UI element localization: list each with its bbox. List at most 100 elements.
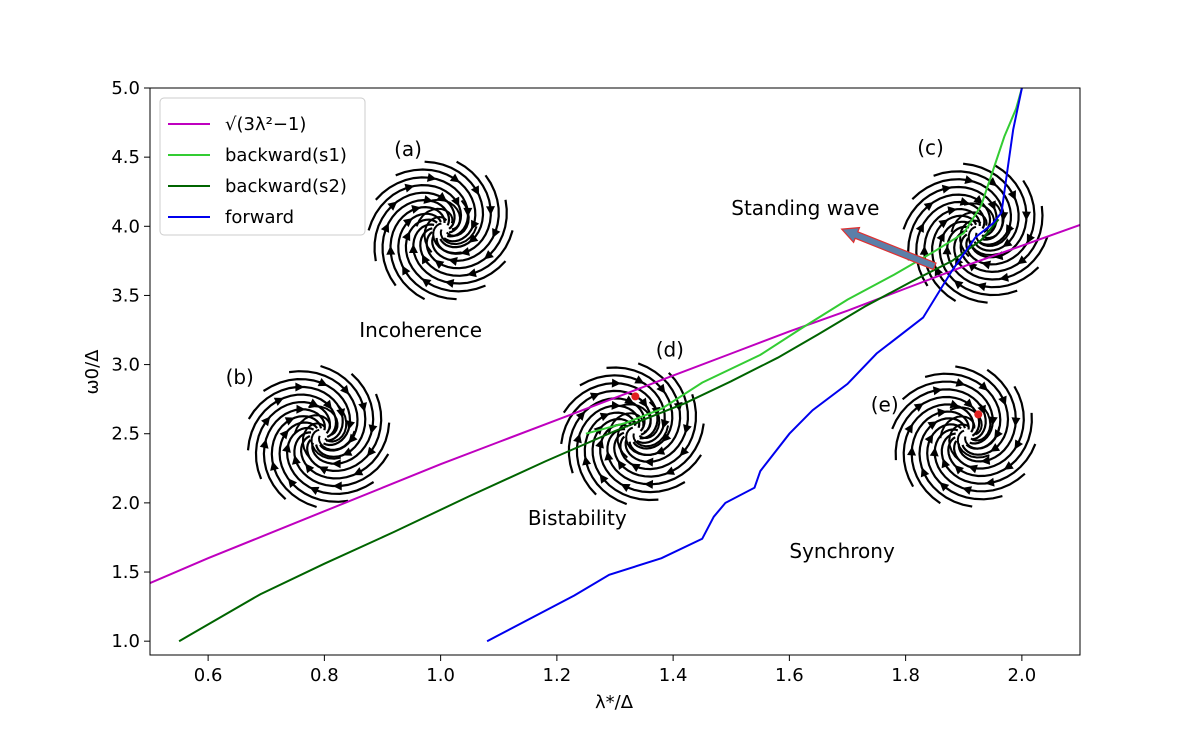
streamline xyxy=(616,420,639,459)
panel-label: (d) xyxy=(656,337,684,361)
streamline-arrowhead xyxy=(358,402,367,412)
y-tick-label: 4.5 xyxy=(111,147,140,168)
streamline-arrowhead xyxy=(611,400,621,410)
streamline xyxy=(939,415,976,439)
streamline-arrowhead xyxy=(411,205,422,214)
inset-streamplot xyxy=(891,365,1037,508)
streamline xyxy=(625,426,658,456)
streamline-arrowhead xyxy=(939,482,950,492)
streamline-arrowhead xyxy=(273,397,284,406)
streamline-arrowhead xyxy=(402,231,411,242)
streamline-arrowhead xyxy=(460,247,470,256)
streamline xyxy=(262,408,326,500)
streamline-arrowhead xyxy=(942,245,952,255)
streamline-arrowhead xyxy=(962,486,973,495)
streamline-arrowhead xyxy=(617,459,627,470)
streamline-arrowhead xyxy=(305,463,315,474)
streamline-arrowhead xyxy=(923,202,934,212)
chart-annotations: Incoherence Bistability Synchrony Standing … xyxy=(226,135,944,563)
streamline-arrowhead xyxy=(643,479,654,489)
x-tick-label: 1.0 xyxy=(426,665,455,686)
streamline-arrowhead xyxy=(368,424,378,434)
streamline xyxy=(931,214,988,304)
streamline xyxy=(957,368,1017,463)
streamline-arrowhead xyxy=(953,280,964,290)
region-label: Incoherence xyxy=(359,318,482,342)
streamline xyxy=(562,382,659,440)
x-tick-label: 0.6 xyxy=(194,665,223,686)
streamline xyxy=(591,417,659,502)
streamline xyxy=(613,423,705,478)
streamline-arrowhead xyxy=(380,222,390,233)
streamline xyxy=(375,176,469,238)
streamline xyxy=(439,226,478,246)
streamline-arrowhead xyxy=(444,279,455,288)
streamline xyxy=(285,426,375,496)
streamline-arrowhead xyxy=(573,433,582,444)
fixed-point-marker xyxy=(974,410,983,419)
streamline xyxy=(948,423,970,462)
streamline xyxy=(270,415,323,509)
series-line xyxy=(178,218,1000,643)
streamline-arrowhead xyxy=(434,259,445,269)
streamline-arrowhead xyxy=(904,423,913,434)
streamline-arrowhead xyxy=(317,377,328,387)
streamline-arrowhead xyxy=(471,219,480,230)
streamline xyxy=(431,198,462,231)
streamline xyxy=(952,385,1025,470)
streamline xyxy=(933,170,1013,246)
inset-streamplot xyxy=(902,162,1049,304)
streamline xyxy=(315,364,367,458)
y-axis-label: ω0/Δ xyxy=(82,349,103,395)
streamline-arrowhead xyxy=(978,381,989,391)
streamline-arrowhead xyxy=(296,404,306,414)
standing-wave-arrow xyxy=(840,226,937,271)
streamline-arrowhead xyxy=(941,184,952,194)
axis-labels: λ*/Δ ω0/Δ xyxy=(82,349,634,713)
streamline-arrowhead xyxy=(634,375,645,384)
streamline-arrowhead xyxy=(575,411,586,421)
streamline xyxy=(583,411,637,506)
streamline-arrowhead xyxy=(941,458,951,469)
streamline-arrowhead xyxy=(259,439,269,449)
region-label: Synchrony xyxy=(789,539,895,563)
inset-streamplot xyxy=(367,160,514,301)
streamline xyxy=(262,377,352,447)
streamline xyxy=(926,423,1003,501)
streamline xyxy=(955,365,1010,456)
y-tick-label: 2.0 xyxy=(111,493,140,514)
streamline xyxy=(278,421,349,503)
y-tick-label: 1.0 xyxy=(111,631,140,652)
streamline-arrowhead xyxy=(599,412,610,422)
streamline-arrowhead xyxy=(1007,190,1016,201)
streamline xyxy=(632,425,670,448)
streamline-arrowhead xyxy=(1011,417,1021,427)
streamline xyxy=(415,207,454,227)
series-line xyxy=(150,223,1080,585)
streamline xyxy=(956,429,990,459)
x-tick-label: 1.2 xyxy=(543,665,572,686)
streamline-arrowhead xyxy=(987,177,998,187)
streamline-arrowhead xyxy=(470,185,480,196)
streamline-arrowhead xyxy=(1026,233,1035,244)
y-tick-label: 5.0 xyxy=(111,78,140,99)
streamline xyxy=(246,393,338,451)
streamline xyxy=(946,225,1040,289)
streamline-arrowhead xyxy=(981,260,992,270)
streamline-arrowhead xyxy=(937,408,947,418)
streamline-arrowhead xyxy=(449,173,460,183)
streamline-arrowhead xyxy=(492,228,501,239)
y-tick-label: 2.5 xyxy=(111,424,140,445)
streamline xyxy=(907,193,992,261)
streamline-arrowhead xyxy=(1014,439,1023,450)
series-line xyxy=(486,88,1023,643)
streamline xyxy=(962,162,1020,252)
streamline-arrowhead xyxy=(954,465,965,475)
x-tick-label: 0.8 xyxy=(310,665,339,686)
panel-label: (a) xyxy=(394,137,422,161)
streamline-arrowhead xyxy=(295,382,305,392)
streamline-arrowhead xyxy=(656,383,666,394)
streamline-arrowhead xyxy=(947,206,958,216)
x-tick-label: 1.8 xyxy=(891,665,920,686)
